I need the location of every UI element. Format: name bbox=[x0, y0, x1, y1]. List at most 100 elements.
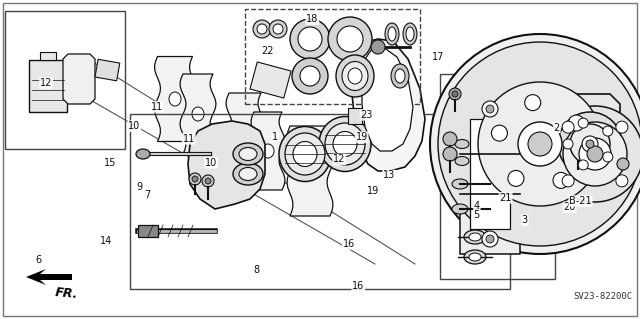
Ellipse shape bbox=[464, 250, 486, 264]
Text: 20: 20 bbox=[563, 202, 576, 212]
Bar bbox=[440, 74, 555, 279]
Text: 1: 1 bbox=[272, 132, 278, 142]
Circle shape bbox=[482, 231, 498, 247]
Text: 12: 12 bbox=[333, 154, 346, 165]
Circle shape bbox=[300, 66, 320, 86]
Circle shape bbox=[525, 95, 541, 111]
Circle shape bbox=[486, 105, 494, 113]
Circle shape bbox=[257, 24, 267, 34]
Text: FR.: FR. bbox=[54, 286, 78, 301]
Circle shape bbox=[603, 152, 612, 162]
Circle shape bbox=[443, 147, 457, 161]
Circle shape bbox=[269, 20, 287, 38]
Bar bbox=[470, 119, 510, 229]
Bar bbox=[348, 108, 362, 124]
Circle shape bbox=[563, 139, 573, 149]
Text: SV23-82200C: SV23-82200C bbox=[573, 292, 632, 301]
Ellipse shape bbox=[452, 179, 468, 189]
Polygon shape bbox=[226, 93, 264, 175]
Polygon shape bbox=[362, 47, 413, 151]
Ellipse shape bbox=[262, 144, 274, 158]
Ellipse shape bbox=[325, 123, 365, 165]
Circle shape bbox=[547, 106, 640, 202]
Text: 18: 18 bbox=[306, 14, 319, 24]
Circle shape bbox=[563, 122, 627, 186]
Polygon shape bbox=[154, 56, 195, 142]
Circle shape bbox=[587, 146, 603, 162]
Ellipse shape bbox=[385, 23, 399, 45]
Text: 17: 17 bbox=[432, 52, 445, 63]
Text: 12: 12 bbox=[40, 78, 52, 88]
Circle shape bbox=[438, 42, 640, 246]
Ellipse shape bbox=[319, 116, 371, 172]
Text: 10: 10 bbox=[205, 158, 218, 168]
Bar bbox=[250, 62, 291, 98]
Circle shape bbox=[492, 125, 508, 141]
Text: 21: 21 bbox=[499, 193, 512, 203]
Circle shape bbox=[616, 121, 628, 133]
Ellipse shape bbox=[279, 127, 331, 182]
Ellipse shape bbox=[239, 167, 257, 181]
Bar bbox=[245, 9, 420, 104]
Circle shape bbox=[582, 136, 598, 152]
Ellipse shape bbox=[285, 133, 325, 175]
Circle shape bbox=[570, 124, 610, 164]
Circle shape bbox=[298, 27, 322, 51]
Polygon shape bbox=[180, 74, 216, 154]
Circle shape bbox=[578, 118, 588, 128]
Ellipse shape bbox=[464, 230, 486, 244]
Circle shape bbox=[578, 160, 588, 170]
Text: 10: 10 bbox=[128, 121, 141, 131]
Text: 4: 4 bbox=[474, 201, 480, 211]
Circle shape bbox=[528, 132, 552, 156]
Bar bbox=[95, 59, 120, 81]
Circle shape bbox=[562, 121, 574, 133]
Text: 8: 8 bbox=[253, 264, 259, 275]
Circle shape bbox=[571, 142, 585, 156]
Circle shape bbox=[337, 26, 363, 52]
Circle shape bbox=[616, 175, 628, 187]
Circle shape bbox=[482, 101, 498, 117]
Circle shape bbox=[452, 91, 458, 97]
Ellipse shape bbox=[469, 233, 481, 241]
Ellipse shape bbox=[348, 68, 362, 84]
Text: 7: 7 bbox=[144, 189, 150, 200]
Polygon shape bbox=[565, 94, 620, 194]
Circle shape bbox=[443, 132, 457, 146]
Circle shape bbox=[202, 175, 214, 187]
Bar bbox=[130, 114, 510, 289]
Ellipse shape bbox=[239, 147, 257, 160]
Ellipse shape bbox=[304, 164, 316, 178]
Text: 6: 6 bbox=[35, 255, 42, 265]
Circle shape bbox=[562, 175, 574, 187]
Polygon shape bbox=[287, 126, 333, 216]
Circle shape bbox=[371, 40, 385, 54]
Text: 16: 16 bbox=[342, 239, 355, 249]
Text: 3: 3 bbox=[522, 215, 528, 225]
Ellipse shape bbox=[333, 131, 357, 157]
Polygon shape bbox=[251, 112, 285, 190]
Circle shape bbox=[518, 122, 562, 166]
Text: 19: 19 bbox=[367, 186, 380, 197]
Bar bbox=[40, 52, 56, 60]
Text: 14: 14 bbox=[99, 236, 112, 246]
Circle shape bbox=[449, 88, 461, 100]
Polygon shape bbox=[188, 121, 265, 209]
Ellipse shape bbox=[336, 55, 374, 97]
Ellipse shape bbox=[406, 27, 414, 41]
Circle shape bbox=[292, 58, 328, 94]
Circle shape bbox=[579, 138, 611, 170]
Circle shape bbox=[430, 34, 640, 254]
Ellipse shape bbox=[192, 107, 204, 121]
Text: 2: 2 bbox=[554, 122, 560, 133]
Ellipse shape bbox=[452, 204, 468, 214]
Circle shape bbox=[290, 19, 330, 59]
Circle shape bbox=[553, 172, 569, 189]
Ellipse shape bbox=[136, 149, 150, 159]
Circle shape bbox=[568, 115, 584, 131]
Ellipse shape bbox=[342, 62, 368, 91]
Ellipse shape bbox=[233, 143, 263, 165]
Circle shape bbox=[189, 173, 201, 185]
Ellipse shape bbox=[388, 27, 396, 41]
Circle shape bbox=[273, 24, 283, 34]
